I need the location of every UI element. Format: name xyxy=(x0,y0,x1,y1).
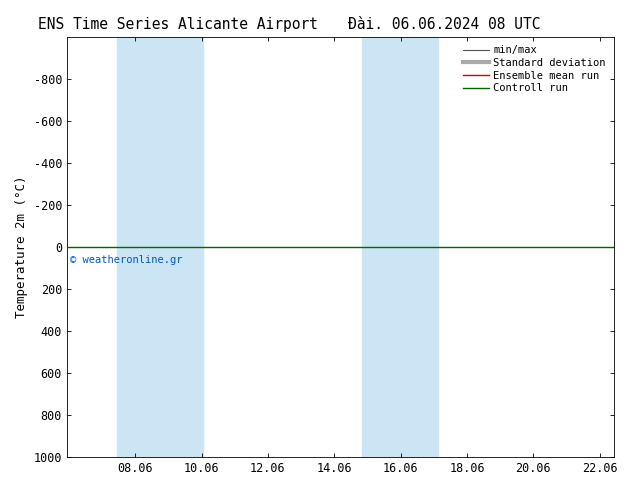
Text: Đài. 06.06.2024 08 UTC: Đài. 06.06.2024 08 UTC xyxy=(347,17,540,32)
Bar xyxy=(117,37,203,457)
Legend: min/max, Standard deviation, Ensemble mean run, Controll run: min/max, Standard deviation, Ensemble me… xyxy=(460,42,609,97)
Text: © weatheronline.gr: © weatheronline.gr xyxy=(70,255,183,266)
Text: ENS Time Series Alicante Airport: ENS Time Series Alicante Airport xyxy=(37,17,318,32)
Bar xyxy=(362,37,439,457)
Y-axis label: Temperature 2m (°C): Temperature 2m (°C) xyxy=(15,176,28,318)
